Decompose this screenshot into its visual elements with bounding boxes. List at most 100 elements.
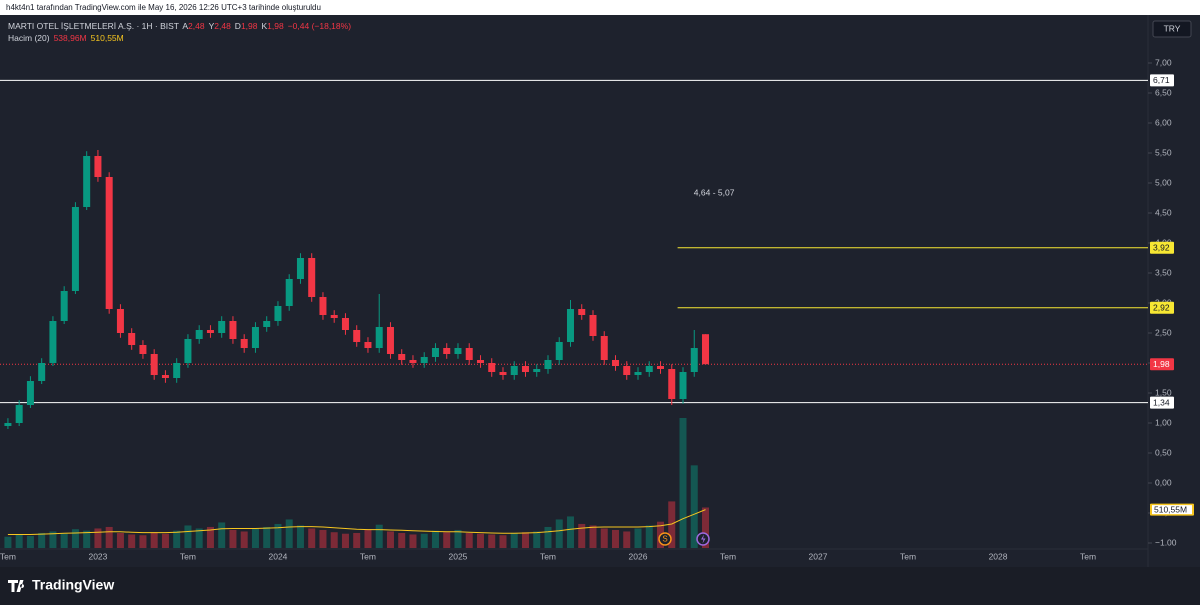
- candle-body: [578, 309, 586, 315]
- volume-bar: [161, 533, 169, 548]
- candle-body: [454, 348, 462, 354]
- volume-bar: [251, 528, 259, 548]
- candle-body: [116, 309, 124, 333]
- candle-body: [139, 345, 147, 354]
- candle-body: [60, 291, 68, 321]
- currency-label[interactable]: TRY: [1164, 23, 1181, 33]
- volume-ma-box-inner: [1152, 505, 1192, 515]
- volume-ma-label: 510,55M: [1154, 504, 1187, 514]
- candle-body: [488, 363, 496, 372]
- y-tick-label: −1.00: [1155, 537, 1177, 547]
- candle-body: [105, 177, 113, 309]
- split-icon-glyph: S: [662, 535, 667, 544]
- price-label: 3,92: [1153, 243, 1170, 253]
- x-tick-label: Tem: [1080, 551, 1096, 561]
- x-tick-label: 2026: [629, 551, 648, 561]
- candle-body: [465, 348, 473, 360]
- volume-name: Hacim (20): [8, 33, 50, 43]
- candle-body: [319, 297, 327, 315]
- candle-body: [206, 330, 214, 333]
- volume-bar: [26, 535, 34, 548]
- y-tick-label: 6,50: [1155, 87, 1172, 97]
- volume-bar: [510, 532, 518, 548]
- x-tick-label: Tem: [360, 551, 376, 561]
- x-tick-label: 2023: [88, 551, 107, 561]
- candle-body: [431, 348, 439, 357]
- price-label-box: [1150, 358, 1174, 371]
- candle-body: [15, 405, 23, 423]
- legend-key: A: [182, 21, 188, 31]
- volume-bar: [128, 534, 136, 548]
- candle-body: [668, 369, 676, 399]
- volume-bar: [229, 529, 237, 548]
- candle-body: [623, 366, 631, 375]
- volume-bar: [420, 533, 428, 548]
- volume-bar: [488, 534, 496, 548]
- volume-bar: [240, 531, 248, 548]
- legend-value: 1,98: [241, 21, 258, 31]
- candle-body: [690, 348, 698, 372]
- y-tick-label: 7,00: [1155, 57, 1172, 67]
- candle-body: [544, 360, 552, 369]
- volume-bar: [398, 532, 406, 548]
- volume-bar: [173, 530, 181, 548]
- volume-bar: [308, 528, 316, 548]
- volume-bar: [623, 531, 631, 548]
- legend-line: MARTI OTEL İŞLETMELERİ A.Ş. · 1H · BIST A…: [8, 21, 351, 31]
- legend-key: Y: [209, 21, 215, 31]
- volume-bar: [218, 522, 226, 548]
- volume-bar: [375, 524, 383, 548]
- volume-bar: [105, 526, 113, 548]
- x-tick-label: Tem: [0, 551, 16, 561]
- candle-body: [341, 318, 349, 330]
- volume-bar: [386, 531, 394, 548]
- candle-body: [634, 372, 642, 375]
- volume-ma-line: [7, 509, 706, 535]
- candle-body: [611, 360, 619, 366]
- volume-ma-last: 510,55M: [91, 33, 124, 43]
- volume-bar: [454, 529, 462, 548]
- legend-key: D: [235, 21, 241, 31]
- candle-body: [679, 372, 687, 399]
- candle-body: [263, 321, 271, 327]
- candle-body: [702, 334, 710, 365]
- volume-bar: [600, 528, 608, 548]
- volume-bar: [431, 530, 439, 548]
- volume-bar: [330, 532, 338, 548]
- candle-body: [364, 342, 372, 348]
- candle-body: [398, 354, 406, 360]
- price-label: 6,71: [1153, 75, 1170, 85]
- volume-last: 538,96M: [54, 33, 87, 43]
- volume-bar: [668, 501, 676, 548]
- annotation: 4,64 - 5,07: [694, 187, 735, 197]
- legend-value: 2,48: [188, 21, 205, 31]
- volume-bar: [634, 528, 642, 548]
- price-label-box: [1150, 74, 1174, 87]
- volume-bar: [521, 532, 529, 548]
- price-label: 1,98: [1153, 359, 1170, 369]
- candle-body: [83, 156, 91, 207]
- volume-bar: [285, 519, 293, 548]
- price-label-box: [1150, 241, 1174, 254]
- candle-body: [476, 360, 484, 363]
- y-tick-label: 1,50: [1155, 387, 1172, 397]
- candle-body: [195, 330, 203, 339]
- candle-body: [71, 207, 79, 291]
- candle-body: [218, 321, 226, 333]
- brand-logo: TradingView: [8, 577, 114, 593]
- candle-body: [521, 366, 529, 372]
- candle-body: [184, 339, 192, 363]
- volume-bar: [319, 529, 327, 548]
- legend-change: −0,44 (−18,18%): [288, 21, 351, 31]
- y-tick-label: 5,00: [1155, 177, 1172, 187]
- volume-bar: [116, 532, 124, 548]
- currency-button[interactable]: [1152, 20, 1192, 38]
- candle-body: [161, 375, 169, 378]
- split-icon[interactable]: [658, 532, 672, 546]
- volume-bar: [443, 532, 451, 548]
- volume-bar: [341, 533, 349, 548]
- volume-bar: [690, 465, 698, 548]
- candle-body: [26, 381, 34, 405]
- volume-bar: [702, 507, 710, 548]
